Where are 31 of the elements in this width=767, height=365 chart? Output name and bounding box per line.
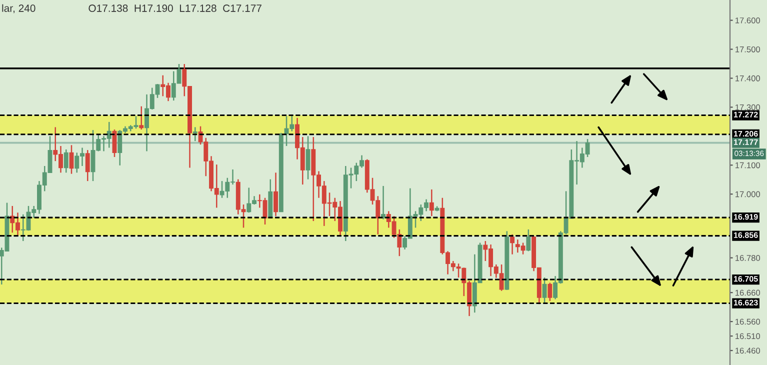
candlestick: [526, 228, 531, 252]
ref-line-label: 16.919: [734, 214, 758, 220]
annotation: O17.138 H17.190 L17.128 C17.177: [88, 4, 262, 12]
y-tick-label: 17.600: [735, 17, 760, 24]
ref-line-label: 17.272: [734, 112, 758, 118]
y-tick-label: 16.780: [735, 255, 760, 261]
y-tick-label: 17.100: [735, 162, 760, 168]
y-tick-label: 16.660: [735, 290, 760, 296]
y-tick-label: 17.400: [735, 75, 760, 82]
candlestick: [548, 282, 552, 302]
y-tick-label: 17.300: [735, 104, 760, 110]
candlestick: [306, 136, 310, 180]
ref-line-label: 16.705: [734, 276, 758, 282]
ref-line-label: 17.177: [734, 139, 758, 145]
ref-line-label: 16.856: [734, 232, 758, 238]
ref-line-label: 17.206: [734, 130, 758, 137]
ref-line-label: 16.623: [734, 300, 758, 306]
candlestick: [542, 276, 547, 304]
candlestick: [64, 148, 68, 174]
y-tick-label: 16.510: [735, 333, 760, 340]
candlestick: [139, 106, 144, 130]
annotation: lar, 240: [2, 4, 36, 14]
y-tick-label: 16.560: [735, 318, 760, 325]
candlestick: [429, 188, 434, 217]
candlestick: [510, 234, 515, 255]
y-tick-label: 17.500: [735, 46, 760, 52]
y-tick-label: 17.000: [735, 191, 760, 198]
candlestick: [274, 172, 278, 217]
candlestick: [192, 126, 198, 142]
y-tick-label: 16.460: [735, 348, 760, 354]
candlestick: [85, 149, 90, 182]
